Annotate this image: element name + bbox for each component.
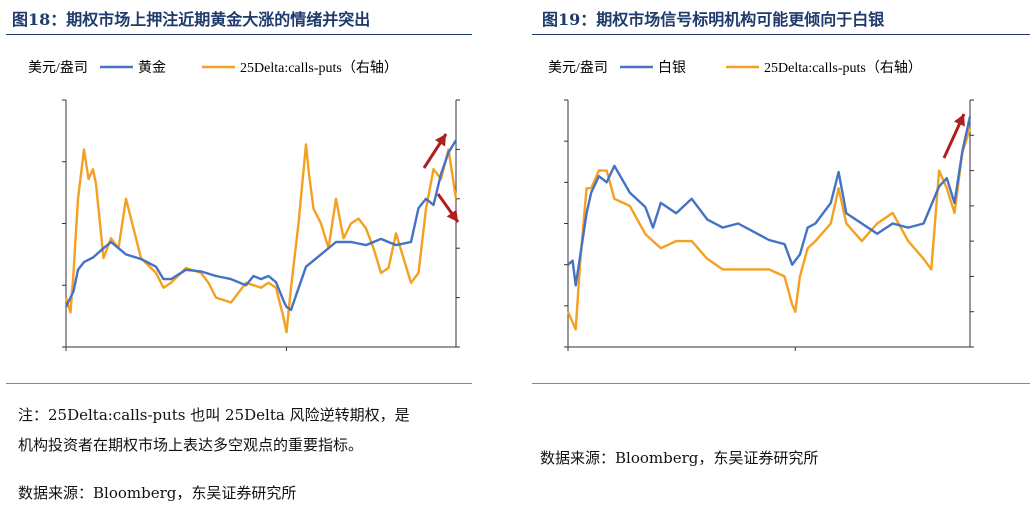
left-legend-rr: 25Delta:calls-puts（右轴） — [240, 60, 398, 76]
left-chart-title: 图18：期权市场上押注近期黄金大涨的情绪并突出 — [12, 10, 371, 29]
left-unit-label: 美元/盎司 — [28, 60, 88, 76]
right-title-rule — [532, 34, 1030, 35]
left-chart: 美元/盎司 黄金 25Delta:calls-puts（右轴） — [28, 59, 460, 351]
left-title-rule — [6, 34, 472, 35]
right-bottom-rule — [532, 383, 1030, 384]
right-price-line — [567, 116, 972, 287]
left-legend-gold: 黄金 — [138, 59, 166, 76]
right-legend-silver: 白银 — [658, 60, 686, 76]
right-source: 数据来源：Bloomberg，东吴证券研究所 — [540, 449, 819, 467]
right-legend-rr: 25Delta:calls-puts（右轴） — [764, 60, 922, 76]
left-arrow-down-head — [446, 209, 458, 222]
left-arrow-up-head — [435, 134, 446, 147]
left-risk-reversal-line — [64, 143, 458, 334]
left-note-line1: 注：25Delta:calls-puts 也叫 25Delta 风险逆转期权，是 — [18, 406, 410, 424]
right-chart-title: 图19：期权市场信号标明机构可能更倾向于白银 — [542, 10, 885, 29]
left-price-line — [64, 139, 458, 312]
right-risk-reversal-line — [566, 127, 972, 331]
right-unit-label: 美元/盎司 — [548, 60, 608, 76]
left-note-line2: 机构投资者在期权市场上表达多空观点的重要指标。 — [18, 436, 364, 454]
right-arrow-up-head — [954, 114, 965, 127]
right-chart: 美元/盎司 白银 25Delta:calls-puts（右轴） — [548, 60, 974, 351]
left-bottom-rule — [6, 383, 472, 384]
left-source: 数据来源：Bloomberg，东吴证券研究所 — [18, 484, 297, 502]
